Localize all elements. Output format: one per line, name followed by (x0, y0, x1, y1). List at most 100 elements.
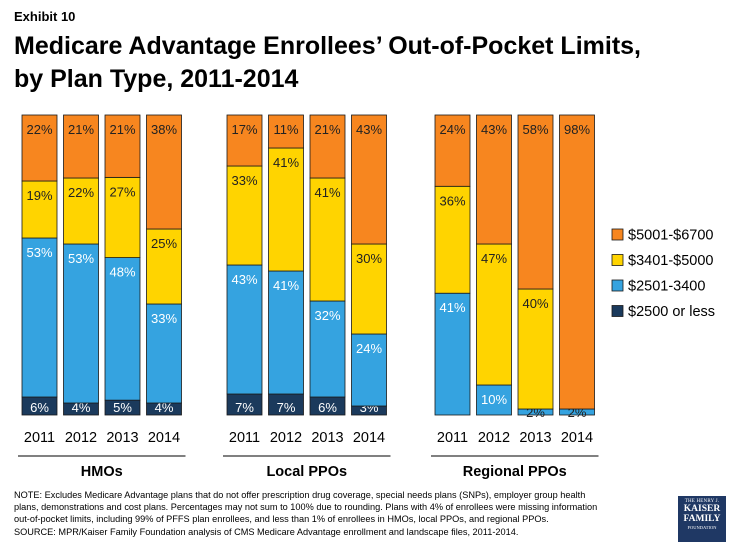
data-label-regional-ppos-2011-3401-5000: 36% (439, 193, 465, 208)
data-label-local-ppos-2011-3401-5000: 33% (231, 173, 257, 188)
data-label-local-ppos-2014-5001-6700: 43% (356, 122, 382, 137)
data-label-hmos-2011-2501-3400: 53% (26, 245, 52, 260)
x-tick-hmos-2014: 2014 (148, 430, 180, 446)
data-label-hmos-2013-5001-6700: 21% (109, 122, 135, 137)
bar-segment-local-ppos-2011-3401-5000 (226, 165, 263, 266)
bar-segment-local-ppos-2012-2501-3400 (268, 270, 304, 395)
group-label-hmos: HMOs (81, 464, 123, 480)
bar-segment-local-ppos-2013-3401-5000 (309, 177, 346, 302)
bar-segment-regional-ppos-2013-3401-5000 (517, 288, 554, 410)
bar-segment-local-ppos-2012-5001-6700 (268, 114, 304, 149)
logo-line-3: FAMILY (683, 514, 721, 524)
data-label-hmos-2011-3401-5000: 19% (26, 188, 52, 203)
bar-segment-local-ppos-2012-3401-5000 (268, 147, 304, 272)
x-tick-regional-ppos-2012: 2012 (478, 430, 510, 446)
group-label-local-ppos: Local PPOs (266, 464, 347, 480)
logo-line-2: KAISER (683, 504, 721, 514)
bar-segment-local-ppos-2013-2501-3400 (309, 300, 346, 398)
x-tick-local-ppos-2012: 2012 (270, 430, 302, 446)
bar-segment-hmos-2013-2501-3400 (104, 257, 141, 401)
data-label-regional-ppos-2011-5001-6700: 24% (439, 122, 465, 137)
chart-title-line-2: by Plan Type, 2011-2014 (14, 65, 299, 93)
data-label-regional-ppos-2012-3401-5000: 47% (481, 251, 507, 266)
legend-swatch-2501-3400 (611, 279, 624, 292)
x-tick-hmos-2011: 2011 (24, 430, 55, 446)
note-line-3: out-of-pocket limits, including 99% of P… (14, 514, 549, 525)
note-line-1: NOTE: Excludes Medicare Advantage plans … (14, 490, 586, 500)
bar-segment-hmos-2012-3401-5000 (63, 177, 99, 245)
data-label-hmos-2014-2500-or-less: 4% (155, 400, 174, 415)
bar-segment-hmos-2014-3401-5000 (146, 228, 182, 305)
x-tick-regional-ppos-2014: 2014 (561, 430, 593, 446)
bar-segment-hmos-2012-2501-3400 (63, 243, 99, 404)
data-label-regional-ppos-2013-5001-6700: 58% (522, 122, 548, 137)
data-label-hmos-2013-2501-3400: 48% (109, 265, 135, 280)
bar-segment-local-ppos-2011-5001-6700 (226, 114, 263, 167)
data-label-local-ppos-2011-2500-or-less: 7% (235, 400, 254, 415)
bar-segment-local-ppos-2013-5001-6700 (309, 114, 346, 179)
bar-segment-regional-ppos-2012-3401-5000 (476, 243, 512, 386)
bar-segment-hmos-2011-5001-6700 (21, 114, 58, 182)
bar-segment-hmos-2013-5001-6700 (104, 114, 141, 178)
data-label-local-ppos-2011-5001-6700: 17% (231, 122, 257, 137)
x-tick-regional-ppos-2013: 2013 (519, 430, 551, 446)
data-label-local-ppos-2013-2501-3400: 32% (314, 308, 340, 323)
data-label-local-ppos-2014-2501-3400: 24% (356, 341, 382, 356)
x-tick-hmos-2013: 2013 (106, 430, 138, 446)
x-tick-local-ppos-2014: 2014 (353, 430, 385, 446)
chart-title-line-1: Medicare Advantage Enrollees’ Out-of-Poc… (14, 32, 642, 60)
bar-segment-hmos-2011-2501-3400 (21, 237, 58, 398)
data-label-regional-ppos-2012-2501-3400: 10% (481, 392, 507, 407)
data-label-local-ppos-2014-3401-5000: 30% (356, 251, 382, 266)
data-label-local-ppos-2013-5001-6700: 21% (314, 122, 340, 137)
data-label-regional-ppos-2011-2501-3400: 41% (439, 300, 465, 315)
data-label-local-ppos-2013-3401-5000: 41% (314, 185, 340, 200)
footnote: NOTE: Excludes Medicare Advantage plans … (14, 489, 669, 538)
bar-segment-local-ppos-2014-5001-6700 (351, 114, 387, 245)
bar-segment-regional-ppos-2011-2501-3400 (434, 292, 471, 416)
x-tick-hmos-2012: 2012 (65, 430, 97, 446)
data-label-regional-ppos-2014-5001-6700: 98% (564, 122, 590, 137)
x-tick-local-ppos-2011: 2011 (229, 430, 260, 446)
legend-swatch-2500-or-less (611, 305, 624, 317)
data-label-hmos-2011-5001-6700: 22% (26, 122, 52, 137)
legend-swatch-3401-5000 (611, 254, 624, 266)
data-label-local-ppos-2011-2501-3400: 43% (231, 272, 257, 287)
data-label-local-ppos-2012-2501-3400: 41% (273, 278, 299, 293)
legend-swatch-5001-6700 (611, 228, 624, 241)
data-label-hmos-2013-2500-or-less: 5% (113, 400, 132, 415)
x-tick-regional-ppos-2011: 2011 (437, 430, 468, 446)
data-label-local-ppos-2012-2500-or-less: 7% (277, 400, 296, 415)
legend-label-2501-3400: $2501-3400 (628, 279, 705, 295)
bar-segment-local-ppos-2014-3401-5000 (351, 243, 387, 335)
data-label-hmos-2014-5001-6700: 38% (151, 122, 177, 137)
bar-segment-hmos-2012-5001-6700 (63, 114, 99, 179)
data-label-hmos-2012-2500-or-less: 4% (72, 400, 91, 415)
logo-line-4: FOUNDATION (687, 525, 717, 530)
legend-label-3401-5000: $3401-$5000 (628, 253, 713, 269)
group-label-regional-ppos: Regional PPOs (463, 464, 567, 480)
stacked-bar-chart: 6% 53% 19% 22% 2011 4% 53% 22% 21% 2012 5% 48% 27% 21… (18, 114, 715, 480)
kff-logo: THE HENRY J. KAISER FAMILY FOUNDATION (678, 496, 726, 542)
data-label-regional-ppos-2013-3401-5000: 40% (522, 296, 548, 311)
bar-segment-hmos-2013-3401-5000 (104, 176, 141, 258)
exhibit-label: Exhibit 10 (14, 9, 76, 24)
chart-title: Medicare Advantage Enrollees’ Out-of-Poc… (14, 30, 714, 96)
legend-label-2500-or-less: $2500 or less (628, 304, 715, 320)
data-label-hmos-2014-2501-3400: 33% (151, 311, 177, 326)
bar-segment-hmos-2014-5001-6700 (146, 114, 182, 230)
data-label-regional-ppos-2012-5001-6700: 43% (481, 122, 507, 137)
data-label-local-ppos-2012-5001-6700: 11% (273, 122, 298, 137)
logo-line-1: THE HENRY J. (684, 499, 720, 504)
data-label-hmos-2011-2500-or-less: 6% (30, 400, 49, 415)
bar-segment-local-ppos-2011-2501-3400 (226, 264, 263, 395)
data-label-hmos-2012-3401-5000: 22% (68, 185, 94, 200)
data-label-hmos-2012-5001-6700: 21% (68, 122, 94, 137)
x-tick-local-ppos-2013: 2013 (311, 430, 343, 446)
data-label-hmos-2014-3401-5000: 25% (151, 236, 177, 251)
data-label-hmos-2013-3401-5000: 27% (109, 184, 135, 199)
bar-segment-regional-ppos-2012-5001-6700 (476, 114, 512, 245)
bar-segment-hmos-2014-2501-3400 (146, 303, 182, 404)
data-label-hmos-2012-2501-3400: 53% (68, 251, 94, 266)
source-line: SOURCE: MPR/Kaiser Family Foundation ana… (14, 526, 519, 537)
